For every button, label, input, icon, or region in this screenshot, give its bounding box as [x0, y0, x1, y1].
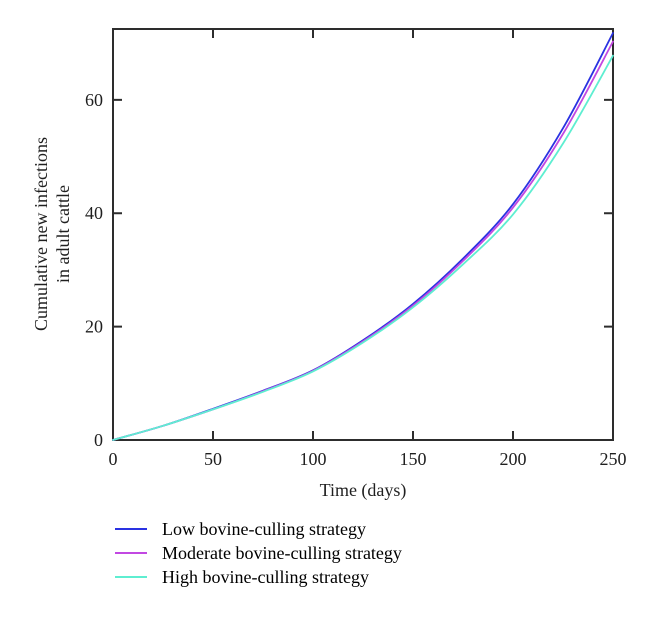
y-tick-label: 20 [85, 317, 103, 337]
series-line-low [112, 32, 614, 441]
legend-item: Moderate bovine-culling strategy [115, 541, 660, 565]
legend-item-label: Low bovine-culling strategy [162, 519, 366, 539]
x-tick-label: 250 [600, 449, 627, 469]
legend-swatch-line [115, 576, 147, 578]
y-axis-label-line2: in adult cattle [53, 185, 73, 283]
x-axis-label: Time (days) [320, 480, 407, 501]
x-tick-label: 200 [500, 449, 527, 469]
series-line-moderate [112, 40, 614, 441]
x-tick-label: 50 [204, 449, 222, 469]
legend-item-label: High bovine-culling strategy [162, 567, 369, 587]
axis-ticks: 0 50 100 150 200 250 0 20 40 60 [85, 29, 627, 469]
y-tick-label: 0 [94, 430, 103, 450]
legend-item: High bovine-culling strategy [115, 565, 660, 589]
legend-swatch-line [115, 552, 147, 554]
plot-area [112, 28, 614, 441]
legend-swatch-line [115, 528, 147, 530]
legend-item-label: Moderate bovine-culling strategy [162, 543, 402, 563]
legend-item: Low bovine-culling strategy [115, 517, 660, 541]
y-tick-label: 60 [85, 90, 103, 110]
x-tick-label: 150 [400, 449, 427, 469]
y-tick-label: 40 [85, 203, 103, 223]
y-axis-label-line1: Cumulative new infections [31, 137, 51, 331]
series-lines [112, 32, 614, 441]
legend: Low bovine-culling strategy Moderate bov… [115, 517, 660, 589]
series-line-high [112, 54, 614, 441]
x-tick-label: 0 [109, 449, 118, 469]
x-tick-label: 100 [300, 449, 327, 469]
line-chart: 0 50 100 150 200 250 0 20 40 60 Time (days) Cumul… [31, 28, 627, 501]
